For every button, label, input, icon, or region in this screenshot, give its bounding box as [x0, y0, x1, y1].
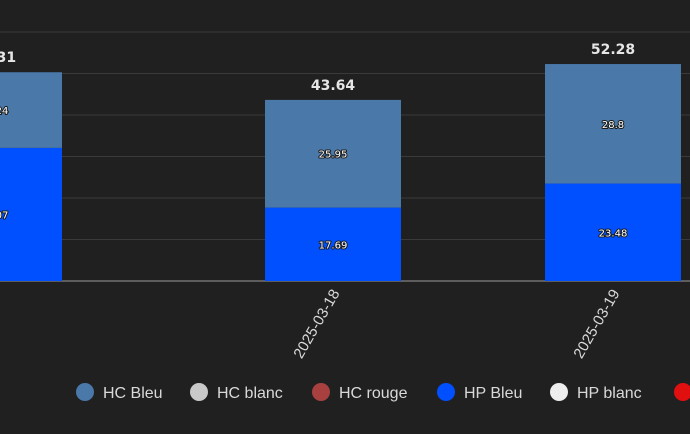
- legend-label: HC rouge: [339, 385, 408, 402]
- legend-label: HC Bleu: [103, 385, 163, 402]
- bars-layer: [0, 64, 681, 281]
- legend-swatch: [674, 383, 690, 401]
- legend-item[interactable]: HP rouge: [674, 383, 690, 402]
- bar-segment-label: 18.24: [0, 106, 8, 117]
- bar-segment[interactable]: [265, 207, 401, 281]
- bar-segment-label: 25.95: [319, 150, 348, 161]
- bar-segment[interactable]: [265, 99, 401, 208]
- legend-label: HP blanc: [577, 385, 642, 402]
- bar-segment-label: 23.48: [599, 228, 628, 239]
- bar-total-label: 43.64: [311, 78, 356, 94]
- bar-segment-label: 28.8: [602, 120, 624, 131]
- bar-total-label: 50.31: [0, 50, 16, 66]
- legend-item[interactable]: HC blanc: [190, 383, 283, 402]
- legend-swatch: [437, 383, 455, 401]
- legend-label: HP Bleu: [464, 385, 522, 402]
- data-labels-layer: 32.07 18.24 50.31 17.69 25.95 43.64 23.48 28.8 5…: [0, 42, 635, 252]
- legend-swatch: [190, 383, 208, 401]
- x-tick-label: 2025-03-18: [290, 287, 343, 362]
- bar-total-label: 52.28: [591, 42, 635, 58]
- x-tick-label: 2025-03-17: [0, 287, 4, 362]
- legend-swatch: [76, 383, 94, 401]
- x-axis-ticks: 2025-03-17 2025-03-18 2025-03-19: [0, 287, 623, 362]
- bar-segment[interactable]: [545, 64, 681, 184]
- legend-label: HC blanc: [217, 385, 283, 402]
- legend-item[interactable]: HC Bleu: [76, 383, 163, 402]
- legend-swatch: [312, 383, 330, 401]
- x-tick-label: 2025-03-19: [570, 287, 623, 362]
- legend[interactable]: HC Bleu HC blanc HC rouge HP Bleu HP blanc HP…: [76, 383, 690, 402]
- bar-segment[interactable]: [545, 183, 681, 281]
- legend-swatch: [550, 383, 568, 401]
- legend-item[interactable]: HC rouge: [312, 383, 408, 402]
- bar-segment[interactable]: [0, 72, 62, 148]
- bar-segment-label: 32.07: [0, 210, 8, 221]
- legend-item[interactable]: HP Bleu: [437, 383, 522, 402]
- legend-item[interactable]: HP blanc: [550, 383, 642, 402]
- bar-segment[interactable]: [0, 147, 62, 281]
- bar-segment-label: 17.69: [319, 240, 348, 251]
